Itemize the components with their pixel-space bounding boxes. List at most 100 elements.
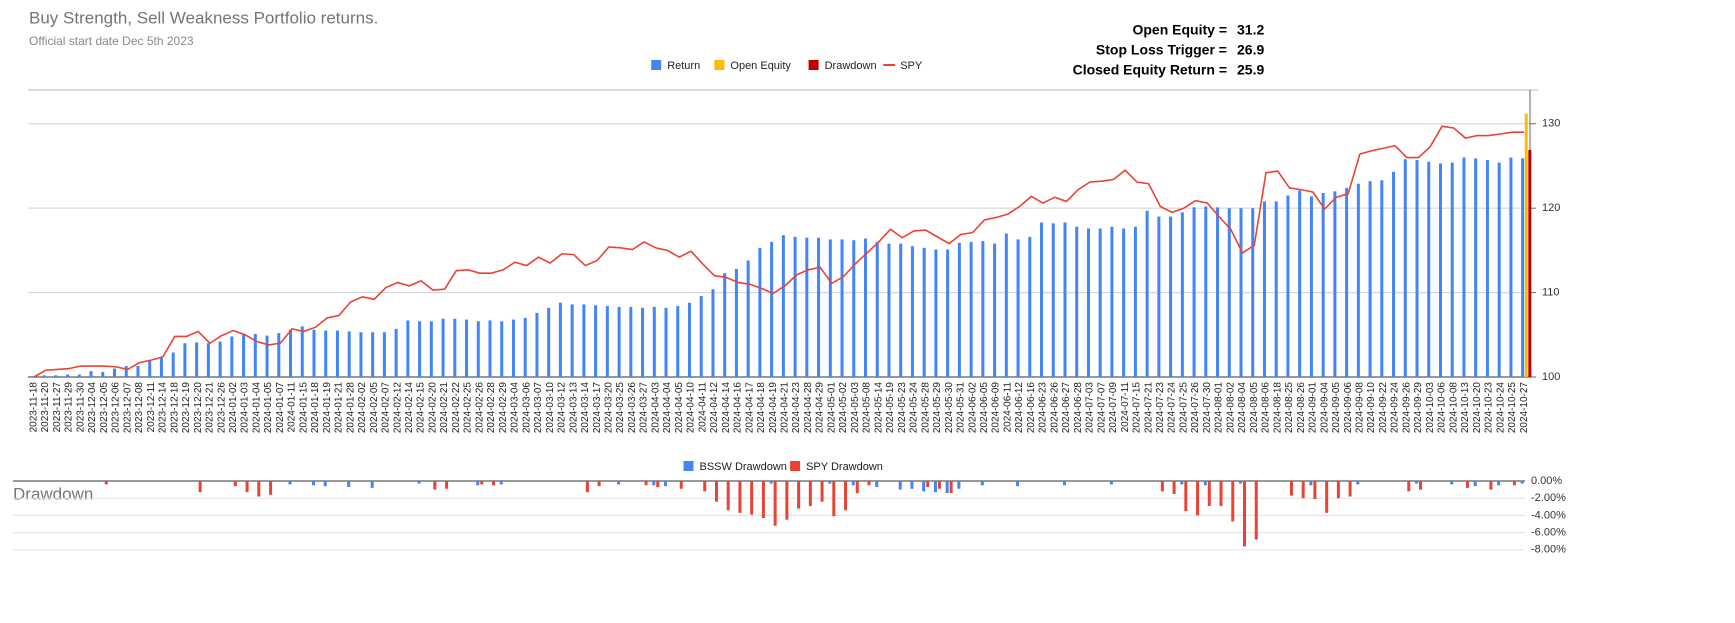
bar <box>758 247 762 377</box>
x-tick-label: 2024-09-29 <box>1413 382 1424 434</box>
bar <box>1380 180 1384 377</box>
x-tick-label: 2024-07-26 <box>1190 382 1201 434</box>
bar <box>1286 195 1290 377</box>
bar <box>1485 160 1489 377</box>
x-tick-label: 2023-11-20 <box>40 382 51 433</box>
bar <box>171 352 175 377</box>
bar <box>1489 481 1493 490</box>
annotation-value: 31.2 <box>1237 22 1264 38</box>
bar <box>781 235 785 377</box>
x-tick-label: 2024-08-06 <box>1261 382 1272 434</box>
x-tick-label: 2024-04-17 <box>744 382 755 434</box>
x-tick-label: 2024-03-06 <box>521 382 532 434</box>
bar <box>1219 481 1223 506</box>
x-tick-label: 2024-02-05 <box>369 382 380 434</box>
x-tick-label: 2024-05-01 <box>826 382 837 434</box>
bar <box>441 318 445 377</box>
x-tick-label: 2023-12-08 <box>134 382 145 434</box>
x-tick-label: 2024-04-10 <box>686 382 697 434</box>
x-tick-label: 2024-03-10 <box>545 382 556 434</box>
x-tick-label: 2024-09-08 <box>1354 382 1365 434</box>
x-tick-label: 2024-05-29 <box>932 382 943 434</box>
x-tick-label: 2024-06-11 <box>1002 382 1013 433</box>
bar <box>851 481 855 486</box>
bar <box>679 481 683 489</box>
bar <box>535 312 539 377</box>
y-tick-label: 0.00% <box>1531 475 1562 487</box>
bar <box>1227 208 1231 377</box>
bar <box>714 481 718 502</box>
bar <box>406 320 410 377</box>
bar <box>42 375 46 377</box>
bar <box>433 481 437 490</box>
bar <box>1075 226 1079 377</box>
bar <box>1133 226 1137 377</box>
x-tick-label: 2024-05-30 <box>944 382 955 434</box>
bar <box>1427 161 1431 377</box>
x-tick-label: 2024-01-18 <box>310 382 321 434</box>
y-tick-label: 110 <box>1542 286 1560 298</box>
bar <box>499 481 503 485</box>
x-tick-label: 2024-06-16 <box>1026 382 1037 434</box>
bar <box>949 481 953 494</box>
x-tick-label: 2024-02-20 <box>427 382 438 434</box>
bar <box>1528 149 1532 377</box>
x-tick-label: 2024-06-05 <box>979 382 990 434</box>
bar <box>746 260 750 377</box>
x-tick-label: 2023-12-06 <box>111 382 122 434</box>
bar <box>910 246 914 377</box>
bar <box>910 481 914 489</box>
bar <box>136 366 140 377</box>
x-tick-label: 2023-12-11 <box>146 382 157 433</box>
bar <box>1450 481 1454 485</box>
bar <box>957 481 961 489</box>
bar <box>723 273 727 377</box>
x-tick-label: 2024-07-03 <box>1085 382 1096 434</box>
x-tick-label: 2024-10-06 <box>1437 382 1448 434</box>
x-tick-label: 2024-05-03 <box>850 382 861 434</box>
bar <box>656 481 660 488</box>
bar <box>242 334 246 377</box>
bar <box>1524 113 1528 378</box>
bar <box>820 481 824 502</box>
x-tick-label: 2024-01-21 <box>334 382 345 434</box>
y-tick-label: -8.00% <box>1531 544 1566 556</box>
bar <box>417 481 421 484</box>
bar <box>1145 210 1149 377</box>
x-tick-label: 2024-02-12 <box>392 382 403 434</box>
bar <box>687 302 691 377</box>
x-tick-label: 2024-08-04 <box>1237 382 1248 434</box>
bar <box>1086 228 1090 377</box>
bar <box>1004 233 1008 377</box>
x-tick-label: 2024-09-24 <box>1390 382 1401 434</box>
legend-label: SPY <box>900 60 923 72</box>
x-tick-label: 2023-12-14 <box>158 382 169 434</box>
bar <box>1239 208 1243 377</box>
bar <box>66 374 70 377</box>
bar <box>1172 481 1176 494</box>
bar <box>1203 481 1207 486</box>
bar <box>773 481 777 526</box>
bar <box>511 319 515 377</box>
bar <box>1345 187 1349 377</box>
bar <box>828 481 832 484</box>
x-tick-label: 2024-09-05 <box>1331 382 1342 434</box>
bar <box>1403 159 1407 377</box>
bar <box>101 371 105 377</box>
bar <box>453 318 457 377</box>
bar <box>644 481 648 486</box>
bar <box>937 481 941 489</box>
bar <box>769 481 773 484</box>
x-tick-label: 2024-10-13 <box>1460 382 1471 434</box>
x-tick-label: 2024-06-28 <box>1073 382 1084 434</box>
x-tick-label: 2024-05-24 <box>909 382 920 434</box>
x-tick-label: 2024-07-11 <box>1120 382 1131 433</box>
x-tick-label: 2024-09-01 <box>1308 382 1319 434</box>
bar <box>1474 158 1478 377</box>
x-tick-label: 2024-06-23 <box>1038 382 1049 434</box>
x-tick-label: 2023-12-19 <box>181 382 192 434</box>
bar <box>1243 481 1247 547</box>
bar <box>1419 481 1423 490</box>
annotation-label: Stop Loss Trigger = <box>1096 42 1227 58</box>
bar <box>808 481 812 506</box>
